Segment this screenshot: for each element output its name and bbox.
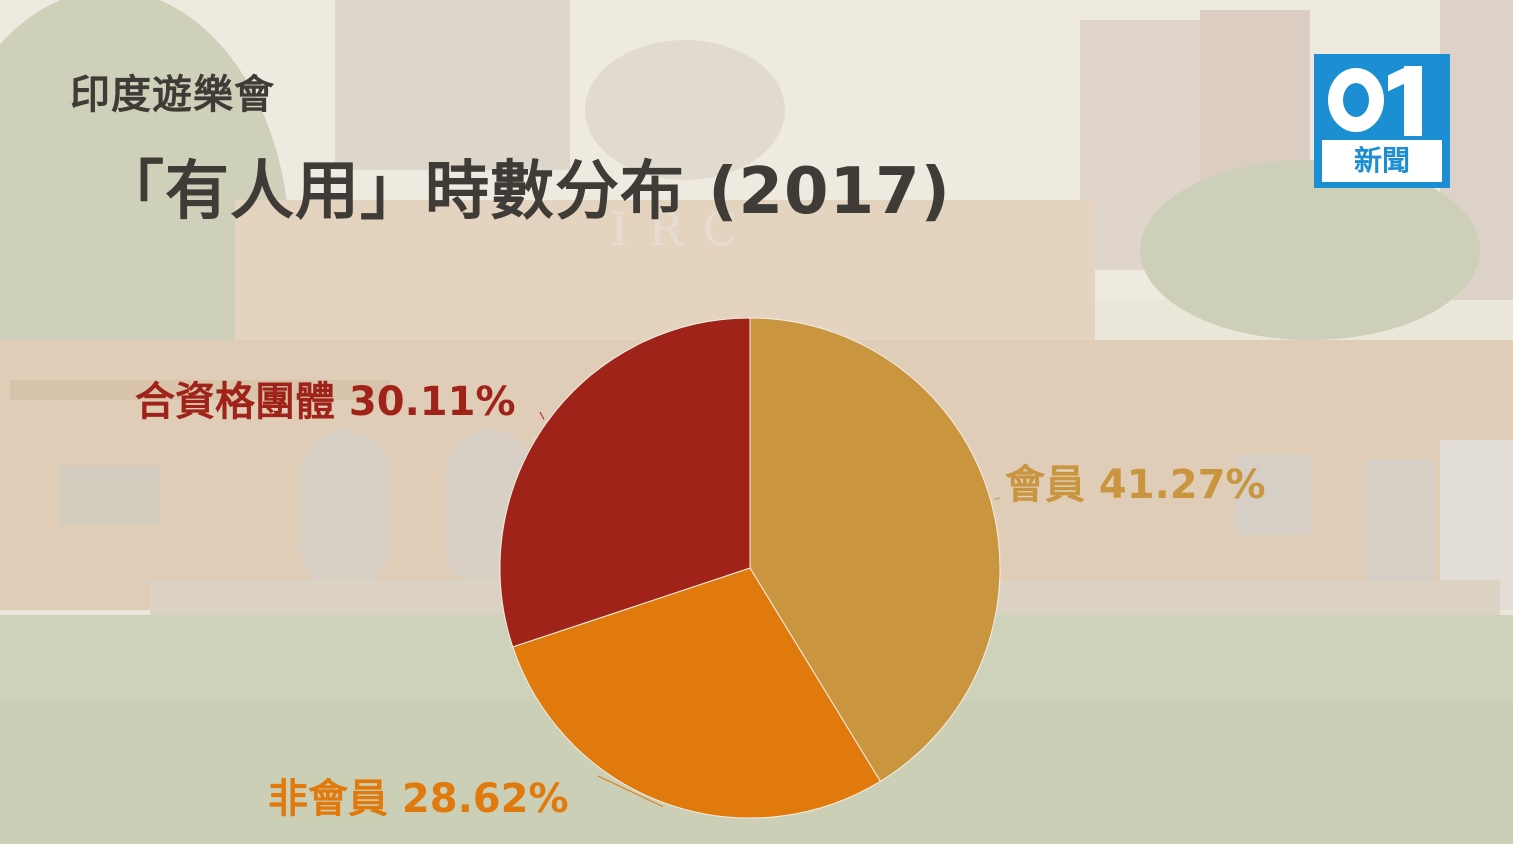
pie-slice-1 bbox=[512, 567, 882, 819]
chart-subtitle: 印度遊樂會 bbox=[70, 72, 275, 118]
leader-line-2 bbox=[539, 411, 545, 420]
hk01-logo: 新聞 bbox=[1314, 54, 1450, 188]
slice-label-1: 非會員 28.62% bbox=[268, 776, 569, 822]
pie-slice-2 bbox=[499, 317, 751, 648]
pie-slice-0 bbox=[749, 317, 1001, 783]
leader-line-0 bbox=[994, 497, 1001, 500]
slice-label-0: 會員 41.27% bbox=[1005, 462, 1266, 508]
logo-one-mark bbox=[1404, 66, 1422, 136]
chart-title: 「有人用」時數分布 (2017) bbox=[100, 155, 951, 229]
svg-text:IRC: IRC bbox=[610, 202, 758, 256]
logo-news-label: 新聞 bbox=[1322, 140, 1442, 182]
slice-label-2: 合資格團體 30.11% bbox=[135, 379, 516, 425]
leader-line-1 bbox=[597, 775, 663, 808]
